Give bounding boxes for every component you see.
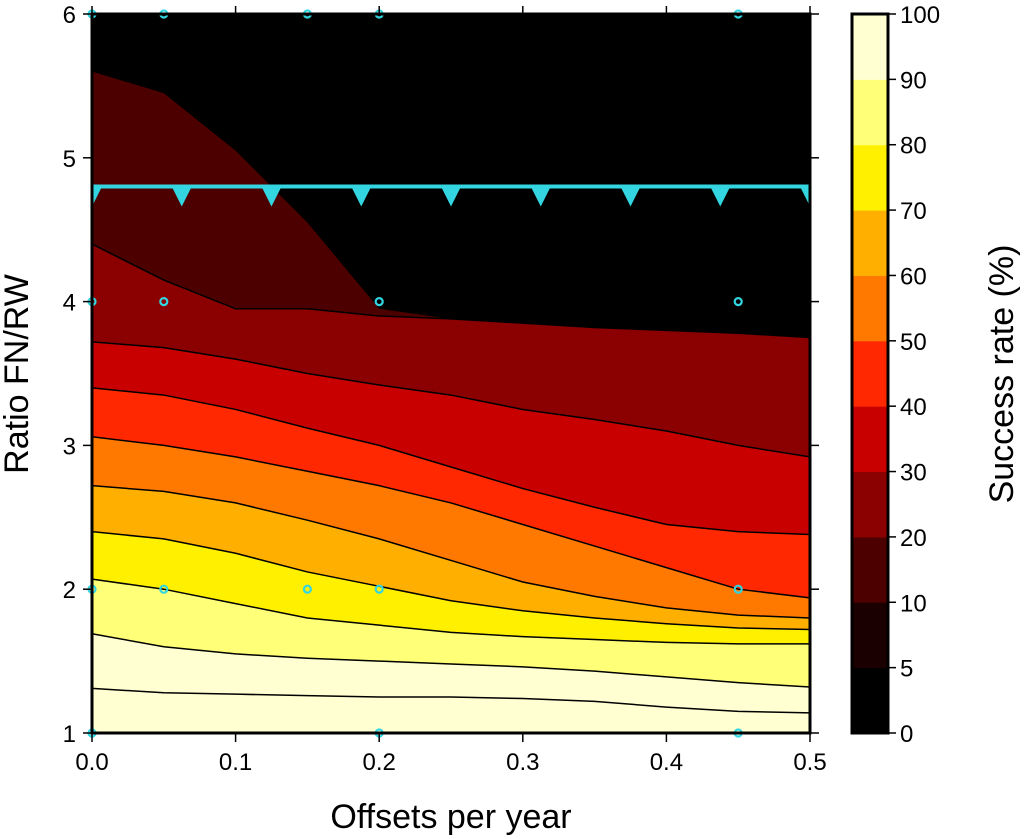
sample-point (159, 297, 169, 307)
contour-line-30 (92, 387, 810, 536)
contour-line-40 (92, 436, 810, 599)
colorbar-tick-label: 30 (900, 460, 927, 487)
threshold-triangle (530, 186, 551, 207)
colorbar-tick-label: 50 (900, 329, 927, 356)
colorbar-tick-label: 60 (900, 263, 927, 290)
colorbar-swatch-50-60 (852, 275, 888, 342)
contour-lines (92, 243, 810, 714)
threshold-triangle (261, 186, 282, 207)
x-axis-title: Offsets per year (330, 798, 571, 836)
threshold-triangle (710, 186, 731, 207)
colorbar-tick-label: 100 (900, 2, 940, 29)
y-tick-label: 5 (63, 146, 76, 173)
colorbar-title: Success rate (%) (983, 245, 1021, 504)
contour-line-80 (92, 633, 810, 688)
sample-point (733, 297, 743, 307)
colorbar-swatch-0-5 (852, 667, 888, 734)
colorbar-tick-label: 10 (900, 590, 927, 617)
contour-line-60 (92, 530, 810, 631)
sample-point (302, 584, 312, 594)
threshold-triangle (441, 186, 461, 207)
sample-point (374, 584, 384, 594)
threshold-triangle (171, 186, 192, 207)
threshold-triangle (800, 186, 810, 207)
y-tick-label: 4 (63, 290, 76, 317)
colorbar-swatch-40-50 (852, 340, 888, 407)
colorbar-swatch-20-30 (852, 471, 888, 538)
contour-line-10 (92, 243, 810, 339)
y-tick-label: 3 (63, 433, 76, 460)
colorbar-tick-label: 90 (900, 67, 927, 94)
plot-frame (90, 12, 812, 735)
colorbar-swatch-90-100 (852, 14, 888, 80)
colorbar-swatch-30-40 (852, 406, 888, 473)
sample-point (374, 297, 384, 307)
threshold-triangle (351, 186, 372, 207)
contour-line-70 (92, 578, 810, 645)
colorbar-swatch-70-80 (852, 144, 888, 211)
colorbar-tick-label: 40 (900, 394, 927, 421)
x-tick-label: 0.2 (363, 749, 396, 776)
colorbar-swatch-80-90 (852, 79, 888, 146)
contour-line-20 (92, 341, 810, 458)
colorbar-frame (850, 12, 890, 735)
x-tick-label: 0.4 (650, 749, 683, 776)
contour-bands (92, 14, 810, 733)
sample-point (733, 584, 743, 594)
contour-line-90 (92, 687, 810, 714)
colorbar-tick-label: 70 (900, 198, 927, 225)
y-axis-title: Ratio FN/RW (0, 274, 36, 474)
axes: 0.0 0.1 0.2 0.3 0.4 0.5 1 2 3 4 5 6 (63, 2, 827, 776)
colorbar-swatch-5-10 (852, 602, 888, 669)
threshold-triangle (92, 186, 102, 207)
colorbar-swatch-10-20 (852, 536, 888, 603)
x-tick-label: 0.1 (219, 749, 252, 776)
colorbar-tick-label: 0 (900, 721, 913, 748)
contour-line-50 (92, 484, 810, 619)
colorbar-tick-label: 80 (900, 133, 927, 160)
threshold-line (92, 184, 810, 207)
colorbar-swatch-60-70 (852, 210, 888, 276)
x-tick-label: 0.0 (75, 749, 108, 776)
y-tick-label: 2 (63, 577, 76, 604)
colorbar-tick-label: 20 (900, 525, 927, 552)
y-tick-label: 1 (63, 721, 76, 748)
band-0-5 (92, 14, 810, 338)
x-tick-label: 0.3 (506, 749, 539, 776)
colorbar-tick-label: 5 (900, 656, 913, 683)
x-tick-label: 0.5 (793, 749, 826, 776)
y-tick-label: 6 (63, 2, 76, 29)
threshold-triangle (620, 186, 641, 207)
sample-point (159, 584, 169, 594)
colorbar: 0 5 10 20 30 40 50 60 70 80 90 100 (850, 2, 940, 748)
